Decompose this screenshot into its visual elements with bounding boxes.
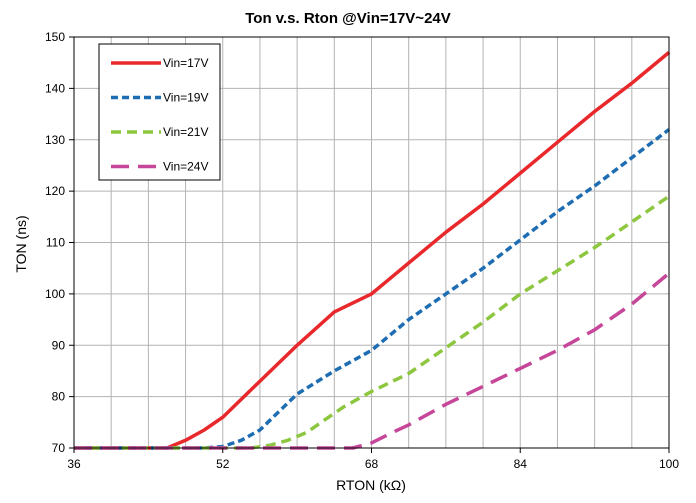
legend: Vin=17V Vin=19V Vin=21V Vin=24V [98, 43, 221, 181]
y-tick-label: 90 [52, 338, 66, 352]
legend-label: Vin=21V [163, 125, 209, 139]
legend-label: Vin=17V [163, 56, 209, 70]
legend-label: Vin=19V [163, 91, 209, 105]
y-tick-label: 80 [52, 390, 66, 404]
y-tick-label: 140 [45, 81, 65, 95]
y-tick-label: 100 [45, 287, 65, 301]
x-tick-label: 100 [659, 457, 679, 471]
x-tick-label: 68 [365, 457, 379, 471]
series-line-vin-17v [74, 51, 671, 450]
x-tick-label: 84 [514, 457, 528, 471]
axis-layer: 70 80 90 100 110 120 130 140 150 36 52 68 84 100 [45, 30, 679, 471]
y-tick-label: 150 [45, 30, 65, 44]
series-line-vin-24v [74, 271, 671, 450]
x-axis-label: RTON (kΩ) [336, 477, 406, 493]
x-tick-label: 36 [67, 457, 81, 471]
series-layer [74, 51, 671, 450]
series-line-vin-19v [74, 128, 671, 450]
legend-label: Vin=24V [163, 160, 209, 174]
y-tick-label: 120 [45, 184, 65, 198]
y-tick-label: 70 [52, 441, 66, 455]
x-tick-label: 52 [216, 457, 230, 471]
y-tick-label: 110 [46, 236, 65, 250]
y-tick-label: 130 [45, 133, 65, 147]
chart-title: Ton v.s. Rton @Vin=17V~24V [245, 10, 451, 27]
legend-box [98, 43, 221, 181]
y-axis-label: TON (ns) [13, 215, 29, 272]
